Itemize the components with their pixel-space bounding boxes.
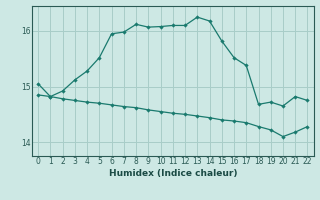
X-axis label: Humidex (Indice chaleur): Humidex (Indice chaleur) xyxy=(108,169,237,178)
